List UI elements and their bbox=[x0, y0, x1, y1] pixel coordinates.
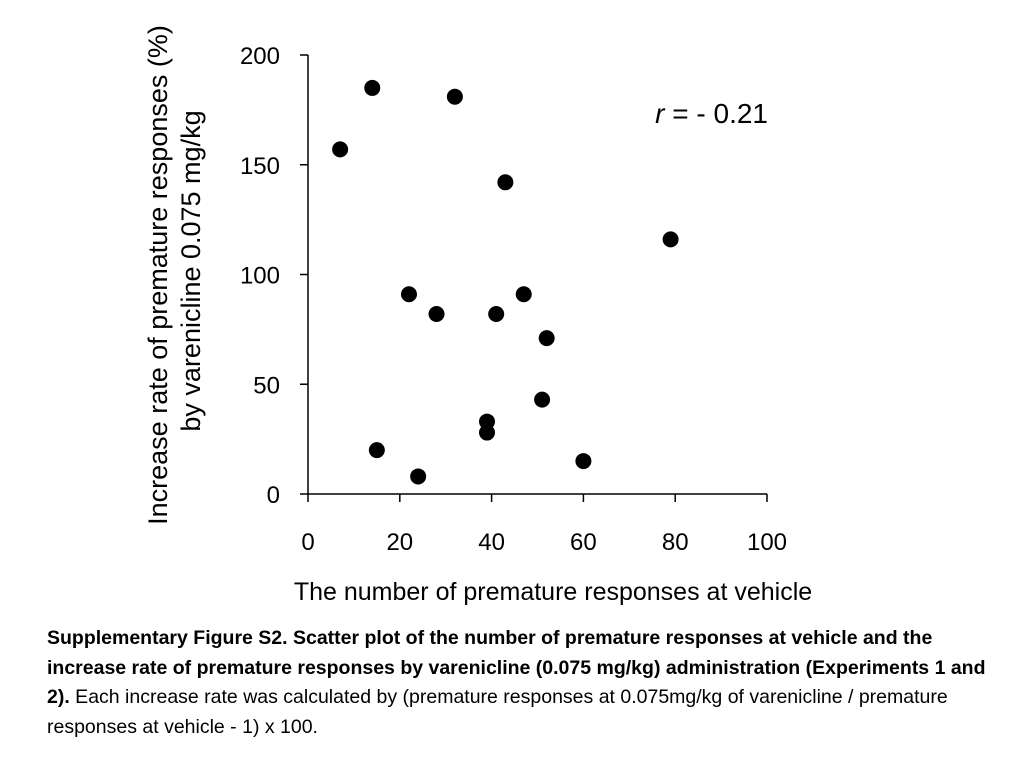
x-tick-label: 40 bbox=[478, 529, 505, 556]
caption-normal-text: Each increase rate was calculated by (pr… bbox=[47, 686, 948, 738]
data-point bbox=[538, 330, 555, 347]
data-point bbox=[497, 174, 514, 191]
data-points bbox=[332, 79, 679, 485]
y-tick-label: 150 bbox=[240, 153, 280, 180]
x-tick-label: 60 bbox=[570, 529, 597, 556]
data-point bbox=[515, 286, 532, 303]
y-axis-label-line-1: Increase rate of premature responses (%) bbox=[143, 25, 173, 525]
data-point bbox=[410, 468, 427, 485]
data-point bbox=[534, 391, 551, 408]
x-tick-label: 100 bbox=[747, 529, 787, 556]
x-tick-label: 80 bbox=[662, 529, 689, 556]
figure-caption: Supplementary Figure S2. Scatter plot of… bbox=[47, 624, 992, 742]
data-point bbox=[332, 141, 349, 158]
x-tick-label: 0 bbox=[301, 529, 314, 556]
data-point bbox=[368, 442, 385, 459]
x-tick-label: 20 bbox=[386, 529, 413, 556]
data-point bbox=[479, 413, 496, 430]
data-point bbox=[488, 306, 505, 323]
plot-ticks: 0 20 40 60 80 100 0 50 100 150 200 bbox=[240, 43, 787, 556]
correlation-annotation: r = - 0.21 bbox=[655, 98, 768, 129]
x-axis-label: The number of premature responses at veh… bbox=[294, 578, 812, 606]
scatter-plot: 0 20 40 60 80 100 0 50 100 150 200 Increase rate o… bbox=[143, 25, 812, 606]
data-point bbox=[662, 231, 679, 248]
caption-bold-text: Supplementary Figure S2. Scatter plot of… bbox=[47, 627, 986, 708]
data-point bbox=[479, 424, 496, 441]
data-point bbox=[446, 88, 463, 105]
y-tick-label: 100 bbox=[240, 263, 280, 290]
correlation-value: = - 0.21 bbox=[664, 98, 768, 129]
data-point bbox=[400, 286, 417, 303]
y-tick-label: 200 bbox=[240, 43, 280, 70]
data-point bbox=[575, 453, 592, 470]
correlation-r-symbol: r bbox=[655, 98, 666, 129]
y-tick-label: 0 bbox=[267, 482, 280, 509]
data-point bbox=[428, 306, 445, 323]
y-tick-label: 50 bbox=[253, 372, 280, 399]
data-point bbox=[364, 79, 381, 96]
y-axis-label-line-2: by varenicline 0.075 mg/kg bbox=[176, 110, 206, 431]
